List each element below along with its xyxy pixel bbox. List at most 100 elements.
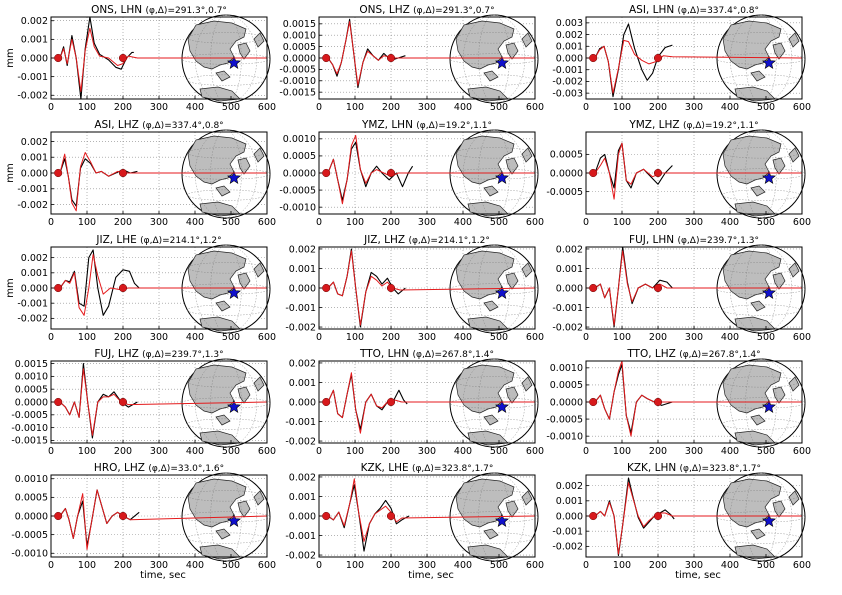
location-globe: [716, 14, 806, 104]
x-tick-label: 200: [382, 217, 400, 228]
epicenter-star-icon: [495, 513, 509, 527]
globe-meridian: [730, 244, 793, 334]
y-tick-label: -0.0010: [279, 202, 316, 213]
globe-parallel: [455, 189, 533, 201]
land-mass: [455, 135, 515, 185]
x-axis-label: time, sec: [408, 570, 454, 581]
x-tick-label: 500: [222, 446, 240, 457]
x-tick-label: 100: [78, 217, 96, 228]
x-tick-label: 100: [346, 446, 364, 457]
window-marker: [118, 53, 128, 63]
epicenter-star-icon: [495, 55, 509, 69]
observed-trace: [319, 141, 414, 201]
globe-parallel: [181, 53, 271, 65]
y-tick-label: 0.000: [289, 511, 316, 522]
globe-meridian: [463, 129, 526, 219]
globe-parallel: [187, 147, 265, 159]
y-tick-label: 0.002: [556, 30, 583, 41]
epicenter-star-icon: [227, 55, 241, 69]
synthetic-trace: [319, 21, 535, 86]
subplot-hro-lhz: 0 100 200 300 400 500 600 0.0010 0.0005 0.0000 -0.…: [11, 462, 276, 581]
y-tick-label: 0.002: [289, 244, 316, 255]
y-axis: 0.002 0.001 0.000 -0.001 -0.002: [285, 244, 322, 333]
x-axis-label: time, sec: [675, 570, 721, 581]
x-tick-label: 400: [721, 446, 739, 457]
x-tick-label: 200: [114, 332, 132, 343]
land-mass: [505, 157, 519, 175]
y-axis: 0.002 0.001 0.000 -0.001 -0.002: [17, 137, 54, 211]
y-tick-label: 0.0015: [15, 359, 48, 370]
location-globe: [716, 244, 806, 334]
y-tick-label: -0.001: [552, 526, 583, 537]
globe-parallel: [722, 376, 800, 388]
globe-parallel: [449, 168, 539, 180]
x-tick-label: 600: [526, 217, 544, 228]
x-tick-label: 500: [757, 102, 775, 113]
subplot-title: HRO, LHZ (φ,Δ)=33.0°,1.6°: [94, 462, 224, 474]
globe-parallel: [181, 168, 271, 180]
x-tick-label: 300: [685, 332, 703, 343]
y-tick-label: 0.001: [21, 35, 48, 46]
globe-land: [455, 364, 533, 446]
globe-meridian: [463, 14, 526, 104]
globe-parallel: [722, 532, 800, 544]
land-mass: [722, 478, 782, 528]
y-tick-label: 0.000: [556, 511, 583, 522]
x-tick-label: 500: [222, 560, 240, 571]
y-tick-label: -0.002: [17, 200, 48, 211]
window-marker: [386, 397, 396, 407]
x-tick-label: 400: [721, 102, 739, 113]
y-tick-label: 0.0005: [283, 151, 316, 162]
y-tick-label: 0.002: [289, 472, 316, 483]
globe-parallel: [187, 74, 265, 86]
epicenter-star-icon: [495, 285, 509, 299]
globe-land: [187, 20, 265, 102]
globe-land: [187, 364, 265, 446]
x-tick-label: 500: [757, 217, 775, 228]
land-mass: [237, 272, 251, 290]
observed-trace: [51, 249, 140, 316]
x-tick-label: 300: [418, 560, 436, 571]
y-tick-label: 0.002: [21, 253, 48, 264]
location-globe: [716, 472, 806, 562]
x-tick-label: 200: [114, 102, 132, 113]
x-tick-label: 400: [186, 560, 204, 571]
land-mass: [215, 414, 231, 426]
location-globe: [181, 129, 271, 219]
land-mass: [455, 364, 515, 414]
globe-parallel: [187, 262, 265, 274]
land-mass: [750, 300, 766, 312]
x-tick-label: 400: [186, 446, 204, 457]
subplot-ymz-lhn: 0 100 200 300 400 500 600 0.0010 0.0005 0.0000 -0.…: [279, 119, 544, 228]
y-tick-label: -0.002: [552, 322, 583, 333]
x-axis: 0 100 200 300 400 500 600: [583, 554, 811, 571]
globe-meridian: [194, 129, 257, 219]
subplot-title: JIZ, LHE (φ,Δ)=214.1°,1.2°: [95, 234, 221, 246]
globe-parallel: [716, 53, 806, 65]
x-tick-label: 600: [258, 332, 276, 343]
epicenter-star-icon: [762, 170, 776, 184]
location-globe: [181, 14, 271, 104]
y-tick-label: 0.0015: [283, 19, 316, 30]
x-tick-label: 100: [346, 217, 364, 228]
subplot-title: ONS, LHN (φ,Δ)=291.3°,0.7°: [91, 4, 227, 16]
globe-meridian: [730, 14, 793, 104]
y-tick-label: 0.002: [556, 244, 583, 255]
globe-land: [187, 478, 265, 560]
x-tick-label: 200: [649, 332, 667, 343]
subplot-jiz-lhz: 0 100 200 300 400 500 600 0.002 0.001 0.000 -0.001…: [285, 234, 544, 343]
traces: [586, 247, 802, 328]
y-tick-label: -0.0015: [11, 436, 48, 447]
land-mass: [505, 42, 519, 60]
globe-parallel: [722, 74, 800, 86]
traces: [586, 361, 802, 437]
observed-trace: [51, 158, 138, 207]
x-tick-label: 300: [685, 446, 703, 457]
y-tick-label: 0.000: [556, 53, 583, 64]
globe-land: [187, 250, 265, 332]
traces: [586, 477, 802, 557]
land-mass: [772, 386, 786, 404]
x-tick-label: 0: [316, 217, 322, 228]
y-axis: 0.002 0.001 0.000 -0.001 -0.002: [552, 244, 589, 333]
land-mass: [483, 528, 499, 540]
